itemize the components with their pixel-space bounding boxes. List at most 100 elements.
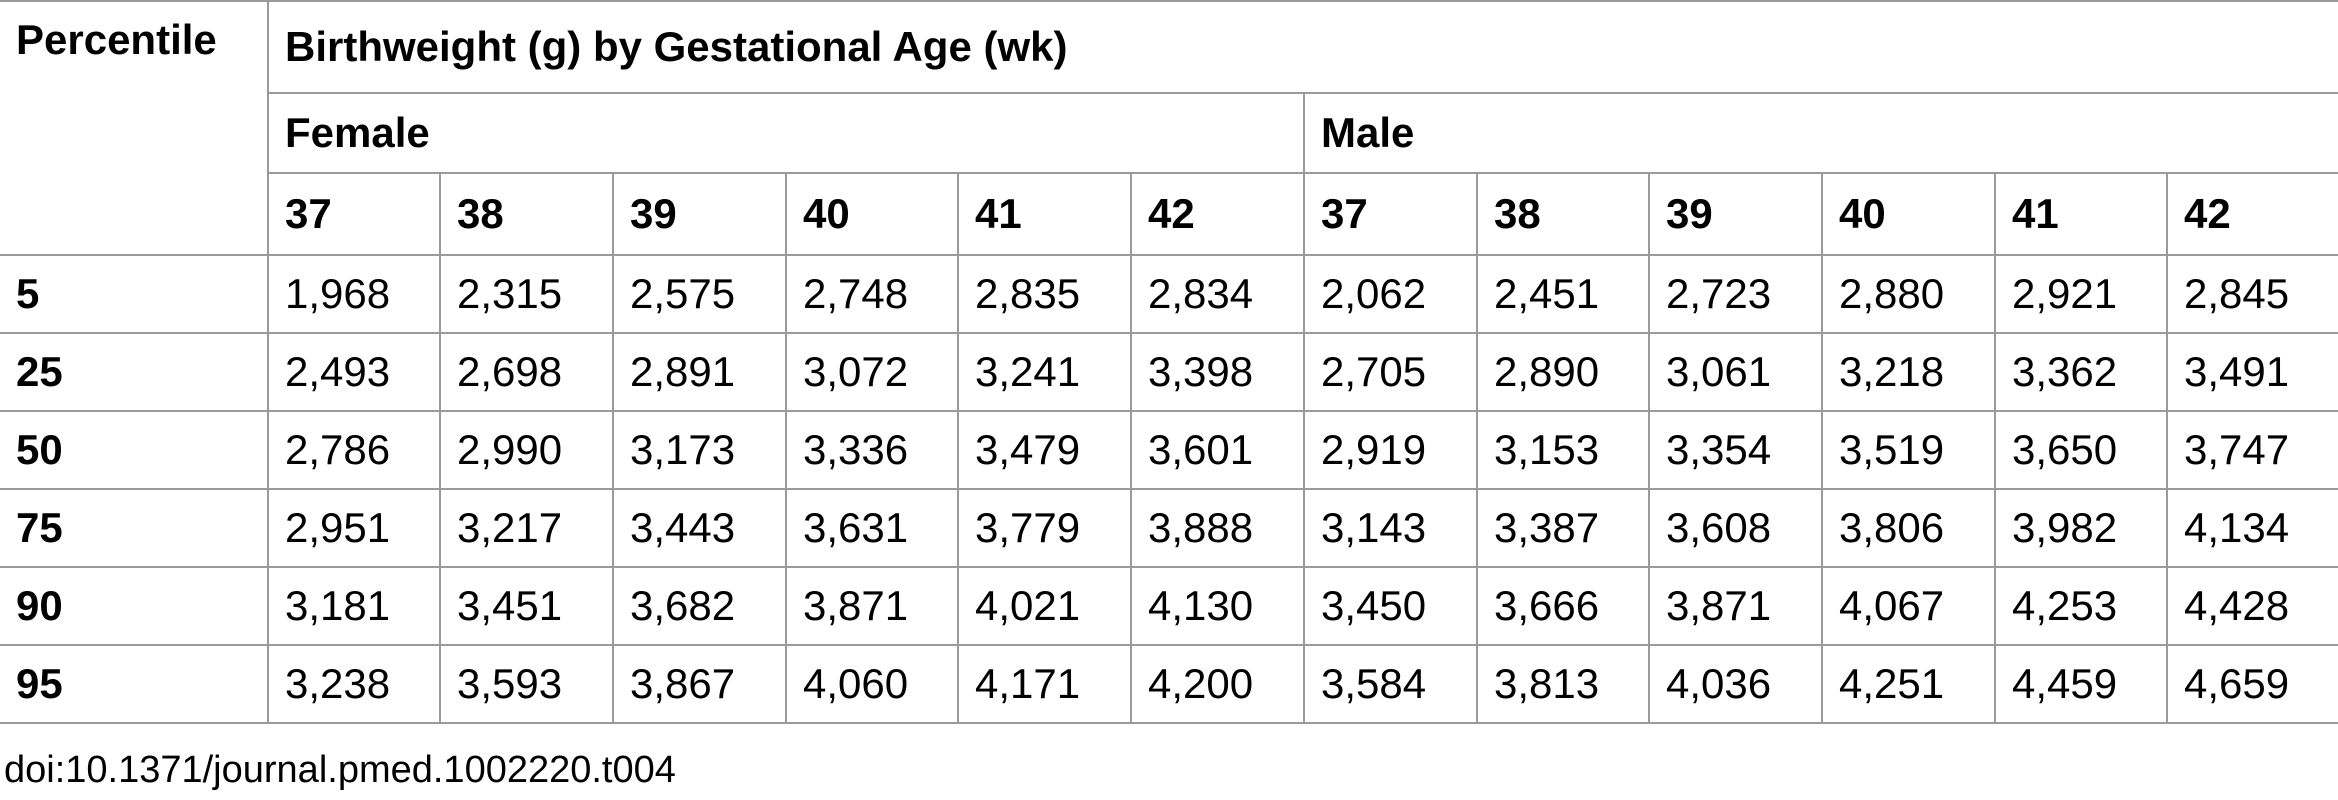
birthweight-cell: 4,659	[2167, 645, 2338, 724]
birthweight-cell: 2,315	[440, 255, 614, 334]
table-row: 75 2,951 3,217 3,443 3,631 3,779 3,888 3,143 3,3…	[0, 489, 2338, 568]
week-header: 37	[1304, 173, 1478, 256]
birthweight-cell: 3,450	[1304, 567, 1478, 646]
birthweight-cell: 3,387	[1477, 489, 1650, 568]
birthweight-cell: 2,919	[1304, 411, 1478, 490]
birthweight-cell: 2,062	[1304, 255, 1478, 334]
percentile-cell: 75	[0, 489, 269, 568]
birthweight-cell: 2,835	[958, 255, 1132, 334]
week-header: 37	[268, 173, 441, 256]
birthweight-cell: 3,650	[1995, 411, 2168, 490]
week-header: 42	[2167, 173, 2338, 256]
birthweight-cell: 3,871	[1649, 567, 1823, 646]
birthweight-cell: 2,990	[440, 411, 614, 490]
birthweight-cell: 4,171	[958, 645, 1132, 724]
percentile-cell: 5	[0, 255, 269, 334]
week-header: 38	[1477, 173, 1650, 256]
birthweight-cell: 2,723	[1649, 255, 1823, 334]
birthweight-cell: 3,479	[958, 411, 1132, 490]
birthweight-cell: 3,072	[786, 333, 959, 412]
birthweight-cell: 3,584	[1304, 645, 1478, 724]
table-row: 25 2,493 2,698 2,891 3,072 3,241 3,398 2,705 2,8…	[0, 333, 2338, 412]
sex-header-male: Male	[1304, 93, 2338, 174]
birthweight-cell: 3,354	[1649, 411, 1823, 490]
birthweight-cell: 2,575	[613, 255, 787, 334]
birthweight-cell: 4,130	[1131, 567, 1305, 646]
percentile-cell: 95	[0, 645, 269, 724]
sex-header-female: Female	[268, 93, 1305, 174]
birthweight-cell: 3,806	[1822, 489, 1996, 568]
birthweight-cell: 3,631	[786, 489, 959, 568]
birthweight-cell: 3,491	[2167, 333, 2338, 412]
birthweight-cell: 1,968	[268, 255, 441, 334]
birthweight-cell: 3,871	[786, 567, 959, 646]
birthweight-cell: 3,398	[1131, 333, 1305, 412]
table-body: 5 1,968 2,315 2,575 2,748 2,835 2,834 2,062 2,45…	[0, 255, 2338, 724]
birthweight-cell: 4,253	[1995, 567, 2168, 646]
birthweight-cell: 2,834	[1131, 255, 1305, 334]
birthweight-group-header: Birthweight (g) by Gestational Age (wk)	[268, 0, 2338, 94]
birthweight-cell: 3,217	[440, 489, 614, 568]
birthweight-cell: 2,705	[1304, 333, 1478, 412]
table-row: 95 3,238 3,593 3,867 4,060 4,171 4,200 3,584 3,8…	[0, 645, 2338, 724]
birthweight-cell: 3,813	[1477, 645, 1650, 724]
birthweight-cell: 2,921	[1995, 255, 2168, 334]
birthweight-cell: 2,786	[268, 411, 441, 490]
birthweight-cell: 4,251	[1822, 645, 1996, 724]
percentile-cell: 90	[0, 567, 269, 646]
doi-caption: doi:10.1371/journal.pmed.1002220.t004	[4, 749, 676, 791]
birthweight-cell: 3,061	[1649, 333, 1823, 412]
birthweight-cell: 3,238	[268, 645, 441, 724]
birthweight-cell: 3,867	[613, 645, 787, 724]
week-header: 39	[613, 173, 787, 256]
birthweight-table: Percentile Birthweight (g) by Gestationa…	[0, 0, 2338, 724]
birthweight-cell: 2,451	[1477, 255, 1650, 334]
birthweight-cell: 3,601	[1131, 411, 1305, 490]
birthweight-cell: 4,036	[1649, 645, 1823, 724]
birthweight-cell: 3,181	[268, 567, 441, 646]
birthweight-cell: 3,218	[1822, 333, 1996, 412]
birthweight-cell: 4,134	[2167, 489, 2338, 568]
birthweight-cell: 3,982	[1995, 489, 2168, 568]
week-header: 40	[786, 173, 959, 256]
week-header: 42	[1131, 173, 1305, 256]
birthweight-cell: 4,200	[1131, 645, 1305, 724]
birthweight-cell: 3,173	[613, 411, 787, 490]
birthweight-cell: 4,459	[1995, 645, 2168, 724]
week-header: 41	[958, 173, 1132, 256]
birthweight-cell: 3,143	[1304, 489, 1478, 568]
birthweight-cell: 2,493	[268, 333, 441, 412]
birthweight-cell: 4,021	[958, 567, 1132, 646]
birthweight-cell: 2,748	[786, 255, 959, 334]
birthweight-cell: 3,519	[1822, 411, 1996, 490]
birthweight-cell: 3,153	[1477, 411, 1650, 490]
birthweight-cell: 2,891	[613, 333, 787, 412]
birthweight-cell: 3,682	[613, 567, 787, 646]
birthweight-cell: 3,747	[2167, 411, 2338, 490]
birthweight-cell: 3,608	[1649, 489, 1823, 568]
table-row: 50 2,786 2,990 3,173 3,336 3,479 3,601 2,919 3,1…	[0, 411, 2338, 490]
birthweight-cell: 2,698	[440, 333, 614, 412]
birthweight-cell: 3,336	[786, 411, 959, 490]
birthweight-cell: 4,067	[1822, 567, 1996, 646]
birthweight-cell: 4,428	[2167, 567, 2338, 646]
birthweight-cell: 2,880	[1822, 255, 1996, 334]
birthweight-cell: 2,951	[268, 489, 441, 568]
birthweight-cell: 3,779	[958, 489, 1132, 568]
week-header: 41	[1995, 173, 2168, 256]
week-header: 38	[440, 173, 614, 256]
table-row: 5 1,968 2,315 2,575 2,748 2,835 2,834 2,062 2,45…	[0, 255, 2338, 334]
birthweight-cell: 2,890	[1477, 333, 1650, 412]
birthweight-cell: 4,060	[786, 645, 959, 724]
gestational-week-header-row: 37 38 39 40 41 42 37 38 39 40 41 42	[0, 173, 2338, 256]
birthweight-cell: 3,451	[440, 567, 614, 646]
week-header: 39	[1649, 173, 1823, 256]
table-row: 90 3,181 3,451 3,682 3,871 4,021 4,130 3,450 3,6…	[0, 567, 2338, 646]
birthweight-cell: 3,362	[1995, 333, 2168, 412]
week-header: 40	[1822, 173, 1996, 256]
birthweight-cell: 3,666	[1477, 567, 1650, 646]
percentile-header: Percentile	[0, 0, 269, 256]
birthweight-cell: 3,443	[613, 489, 787, 568]
birthweight-cell: 3,241	[958, 333, 1132, 412]
birthweight-cell: 2,845	[2167, 255, 2338, 334]
